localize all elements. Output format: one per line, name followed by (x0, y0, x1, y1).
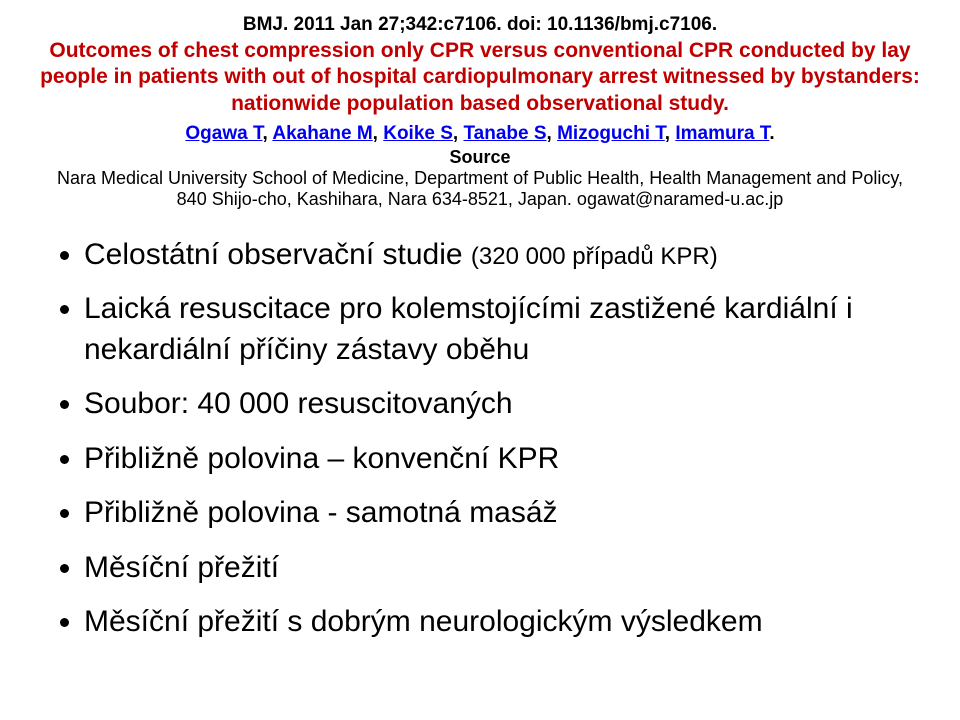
author-link-6[interactable]: Imamura T (675, 123, 769, 144)
author-link-1[interactable]: Ogawa T (185, 123, 262, 144)
author-separator: , (453, 123, 464, 144)
list-item: Měsíční přežití (84, 548, 920, 589)
author-separator: , (373, 123, 384, 144)
list-item: Měsíční přežití s dobrým neurologickým v… (84, 602, 920, 643)
list-item: Přibližně polovina - samotná masáž (84, 493, 920, 534)
paper-title: Outcomes of chest compression only CPR v… (40, 38, 920, 117)
author-link-2[interactable]: Akahane M (272, 123, 372, 144)
list-item: Přibližně polovina – konvenční KPR (84, 439, 920, 480)
citation-line: BMJ. 2011 Jan 27;342:c7106. doi: 10.1136… (40, 14, 920, 36)
author-separator: , (547, 123, 558, 144)
author-link-5[interactable]: Mizoguchi T (557, 123, 665, 144)
list-item: Celostátní observační studie (320 000 př… (84, 235, 920, 276)
author-separator: , (665, 123, 676, 144)
authors-line: Ogawa T, Akahane M, Koike S, Tanabe S, M… (40, 123, 920, 145)
source-affiliation: Nara Medical University School of Medici… (40, 168, 920, 211)
bullet-text-main: Celostátní observační studie (84, 238, 471, 271)
slide-container: BMJ. 2011 Jan 27;342:c7106. doi: 10.1136… (0, 0, 960, 720)
source-label: Source (40, 147, 920, 168)
bullet-text-sub: (320 000 případů KPR) (471, 243, 718, 270)
author-separator: , (262, 123, 272, 144)
bullet-list: Celostátní observační studie (320 000 př… (60, 235, 920, 643)
author-link-3[interactable]: Koike S (383, 123, 453, 144)
list-item: Laická resuscitace pro kolemstojícími za… (84, 289, 920, 370)
list-item: Soubor: 40 000 resuscitovaných (84, 384, 920, 425)
author-terminator: . (769, 123, 774, 144)
author-link-4[interactable]: Tanabe S (463, 123, 546, 144)
